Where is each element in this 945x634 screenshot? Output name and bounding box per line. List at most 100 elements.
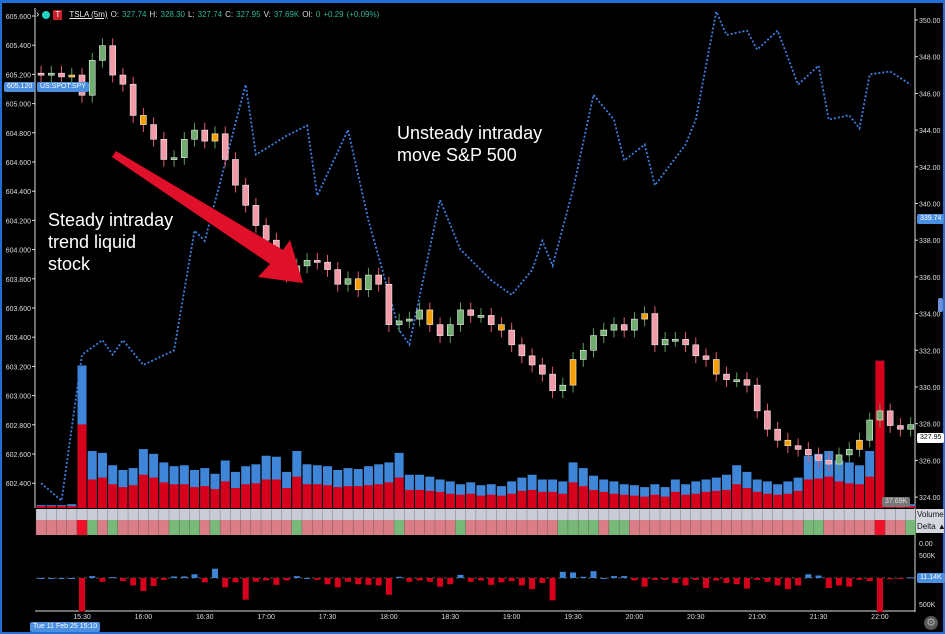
- sell-volume-bar: [793, 490, 803, 508]
- settings-gear-icon[interactable]: ⚙: [924, 616, 938, 630]
- delta-cell: [76, 520, 88, 535]
- delta-cell: [179, 520, 190, 535]
- delta-cell: [854, 520, 865, 535]
- delta-bar: [856, 578, 863, 580]
- delta-cell: [741, 520, 753, 535]
- delta-bar: [406, 578, 413, 582]
- candle-body: [416, 309, 423, 320]
- delta-cell: [731, 520, 742, 535]
- spy-series-badge[interactable]: US:SPOT:SPY: [37, 82, 89, 92]
- candle-body: [119, 74, 127, 85]
- right-axis-tick: 344.00: [919, 128, 941, 135]
- volume-row-label[interactable]: Volume: [916, 509, 944, 521]
- delta-cell: [424, 520, 435, 535]
- delta-bar: [304, 578, 311, 579]
- delta-bar: [38, 578, 45, 579]
- delta-cell: [486, 520, 497, 535]
- delta-cell: [189, 520, 200, 535]
- candle-body: [753, 384, 761, 412]
- sell-volume-bar: [292, 476, 302, 508]
- candle-body: [436, 324, 444, 336]
- collapse-chevron-icon[interactable]: ›: [36, 9, 40, 20]
- delta-cell: [394, 520, 405, 535]
- delta-bar: [89, 576, 96, 578]
- delta-cell: [97, 520, 108, 535]
- left-axis-tick: 603.800: [6, 277, 31, 284]
- delta-cell: [445, 520, 456, 535]
- delta-cell: [506, 520, 517, 535]
- sell-volume-bar: [486, 494, 496, 508]
- delta-bar: [743, 578, 750, 589]
- sell-volume-bar: [241, 484, 251, 508]
- sell-volume-bar: [445, 493, 455, 508]
- sell-volume-bar: [466, 493, 476, 508]
- delta-cell: [905, 520, 916, 535]
- sell-volume-bar: [251, 483, 261, 508]
- delta-bar: [365, 578, 372, 585]
- delta-bar: [232, 578, 239, 583]
- sell-volume-bar: [558, 493, 568, 508]
- delta-bar: [263, 578, 270, 581]
- sell-volume-bar: [343, 486, 353, 508]
- delta-cell: [240, 520, 251, 535]
- sell-volume-bar: [619, 494, 629, 508]
- spy-line: [40, 8, 912, 503]
- sell-volume-bar: [875, 360, 885, 508]
- delta-bar: [242, 578, 249, 600]
- left-axis-tick: 604.000: [6, 248, 31, 255]
- left-axis-tick: 604.400: [6, 189, 31, 196]
- candle-body: [590, 335, 597, 351]
- sell-volume-bar: [425, 490, 435, 508]
- time-axis-label: 19:00: [503, 614, 521, 621]
- delta-cell: [649, 520, 661, 535]
- tesla-logo-icon: T: [53, 9, 63, 20]
- candle-body: [641, 313, 648, 320]
- sell-volume-bar: [691, 493, 701, 508]
- candle-body: [354, 278, 362, 291]
- candle-body: [313, 260, 321, 263]
- delta-bar: [79, 578, 85, 612]
- delta-cell: [598, 520, 609, 535]
- sell-volume-bar: [773, 494, 783, 508]
- sell-volume-bar: [374, 484, 384, 508]
- delta-cell: [220, 520, 231, 535]
- sell-volume-bar: [323, 485, 333, 508]
- left-axis-tick: 605.400: [6, 43, 31, 50]
- sell-volume-bar: [906, 506, 916, 508]
- candle-body: [825, 460, 833, 465]
- delta-cell: [629, 520, 640, 535]
- candle-body: [774, 428, 781, 441]
- candle-body: [569, 359, 577, 386]
- sell-volume-bar: [865, 476, 875, 508]
- cursor-date-badge: Tue 11 Feb 25 15:10: [30, 622, 101, 632]
- candle-body: [579, 349, 587, 360]
- delta-cell: [342, 520, 354, 535]
- sell-volume-bar: [701, 491, 711, 508]
- candle-body: [344, 278, 352, 285]
- delta-bar: [488, 578, 495, 585]
- ohlc-header: › T TSLA (5m) O: 327.74 H: 328.30 L: 327.74…: [36, 9, 379, 20]
- delta-bar: [334, 578, 341, 588]
- delta-bar: [723, 578, 730, 583]
- delta-cell: [496, 520, 507, 535]
- delta-row-label[interactable]: Delta ▲: [916, 521, 944, 533]
- sell-volume-bar: [210, 489, 220, 508]
- delta-current-badge: 11.14K: [917, 573, 945, 583]
- sell-volume-bar: [261, 479, 271, 508]
- sell-volume-bar: [721, 489, 731, 508]
- delta-cell: [271, 520, 282, 535]
- scroll-handle[interactable]: [938, 298, 943, 312]
- candle-body: [446, 324, 454, 336]
- close-label: C:: [225, 10, 234, 19]
- sell-volume-bar: [394, 477, 404, 508]
- right-axis-tick: 324.00: [919, 495, 941, 502]
- candle-body: [385, 283, 393, 325]
- delta-bar: [222, 578, 229, 588]
- delta-cell: [312, 520, 323, 535]
- sell-volume-bar: [742, 488, 752, 508]
- candle-body: [426, 309, 434, 325]
- symbol-label[interactable]: TSLA (5m): [69, 10, 108, 19]
- delta-cell: [301, 520, 313, 535]
- candle-body: [876, 410, 884, 421]
